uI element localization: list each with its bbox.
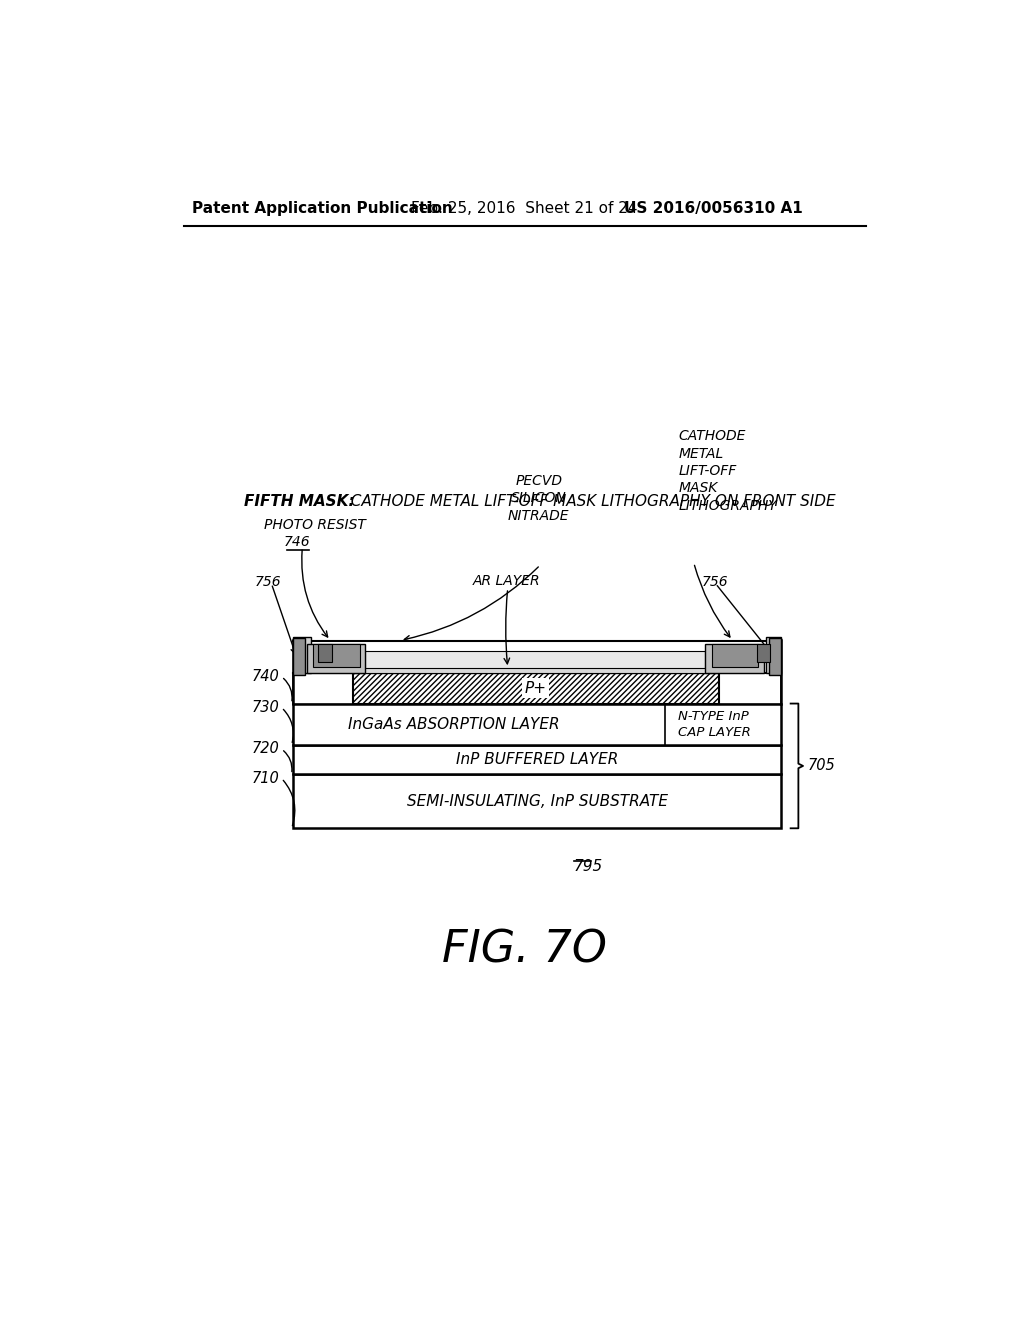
Bar: [352, 673, 719, 704]
Bar: [712, 644, 758, 667]
Text: 740: 740: [251, 669, 280, 684]
Text: InP BUFFERED LAYER: InP BUFFERED LAYER: [456, 752, 618, 767]
Bar: [757, 644, 770, 663]
Text: 746: 746: [284, 535, 310, 549]
Text: 756: 756: [701, 576, 728, 589]
Text: 720: 720: [251, 742, 280, 756]
Text: PHOTO RESIST: PHOTO RESIST: [263, 517, 366, 532]
Text: 795: 795: [573, 859, 603, 874]
Text: InGaAs ABSORPTION LAYER: InGaAs ABSORPTION LAYER: [348, 717, 559, 731]
Bar: [293, 638, 311, 673]
Text: Feb. 25, 2016  Sheet 21 of 24: Feb. 25, 2016 Sheet 21 of 24: [411, 201, 637, 216]
Bar: [313, 644, 359, 667]
Bar: [719, 673, 781, 704]
Bar: [769, 638, 781, 675]
Bar: [766, 638, 781, 673]
Text: 730: 730: [251, 700, 280, 715]
Text: CATHODE METAL LIFT-OFF MASK LITHOGRAPHY ON FRONT SIDE: CATHODE METAL LIFT-OFF MASK LITHOGRAPHY …: [341, 494, 836, 508]
Bar: [293, 638, 305, 675]
Text: P+: P+: [524, 681, 547, 696]
Text: 705: 705: [808, 759, 836, 774]
Text: FIFTH MASK:: FIFTH MASK:: [245, 494, 355, 508]
Bar: [293, 673, 352, 704]
Bar: [293, 744, 781, 775]
Bar: [307, 644, 366, 673]
Text: 756: 756: [254, 576, 281, 589]
Bar: [293, 775, 781, 829]
Text: PECVD
SILICON
NITRADE: PECVD SILICON NITRADE: [508, 474, 569, 523]
Bar: [366, 651, 706, 673]
Text: FIG. 7O: FIG. 7O: [442, 928, 607, 972]
Text: US 2016/0056310 A1: US 2016/0056310 A1: [624, 201, 803, 216]
Text: SEMI-INSULATING, InP SUBSTRATE: SEMI-INSULATING, InP SUBSTRATE: [407, 793, 668, 809]
Text: AR LAYER: AR LAYER: [472, 574, 540, 589]
Bar: [706, 644, 764, 673]
Text: Patent Application Publication: Patent Application Publication: [191, 201, 453, 216]
Text: 710: 710: [251, 771, 280, 785]
Bar: [352, 668, 719, 673]
Bar: [293, 704, 781, 744]
Text: CATHODE
METAL
LIFT-OFF
MASK
LITHOGRAPHY: CATHODE METAL LIFT-OFF MASK LITHOGRAPHY: [678, 429, 777, 512]
Text: N-TYPE InP
CAP LAYER: N-TYPE InP CAP LAYER: [678, 710, 752, 739]
Bar: [317, 644, 332, 663]
